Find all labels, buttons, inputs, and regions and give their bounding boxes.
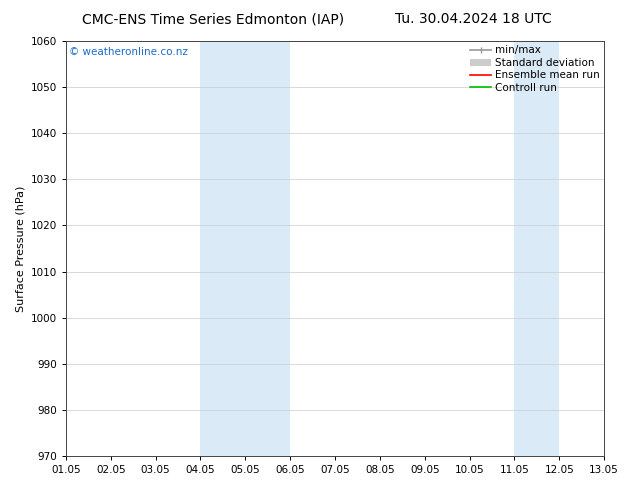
Text: Tu. 30.04.2024 18 UTC: Tu. 30.04.2024 18 UTC	[395, 12, 552, 26]
Y-axis label: Surface Pressure (hPa): Surface Pressure (hPa)	[15, 185, 25, 312]
Legend: min/max, Standard deviation, Ensemble mean run, Controll run: min/max, Standard deviation, Ensemble me…	[468, 43, 602, 95]
Bar	[200, 41, 290, 456]
Bar	[514, 41, 559, 456]
Text: © weatheronline.co.nz: © weatheronline.co.nz	[68, 47, 188, 57]
Text: CMC-ENS Time Series Edmonton (IAP): CMC-ENS Time Series Edmonton (IAP)	[82, 12, 344, 26]
